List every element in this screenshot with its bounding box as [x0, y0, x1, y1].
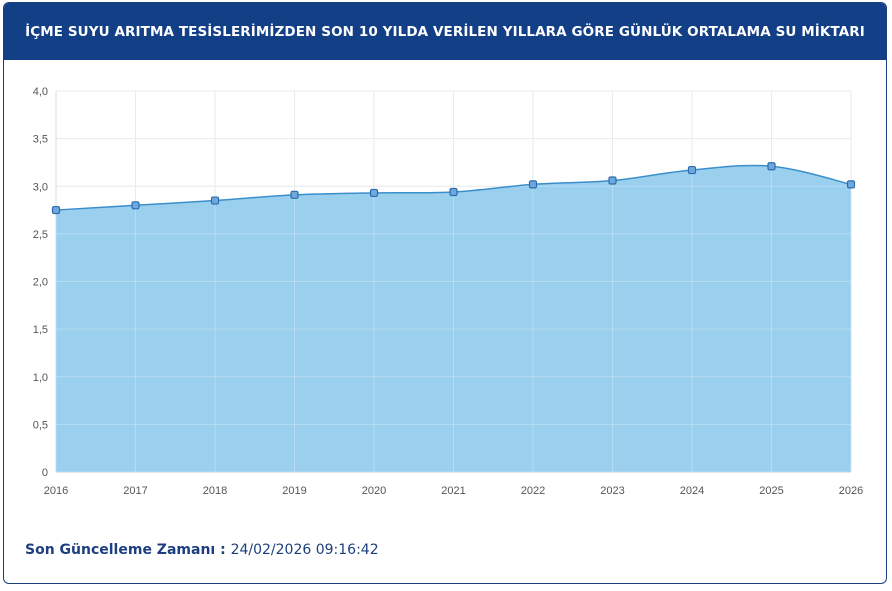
- chart-title: İÇME SUYU ARITMA TESİSLERİMİZDEN SON 10 …: [25, 23, 865, 40]
- data-point-2019: [290, 190, 299, 199]
- x-tick-label: 2019: [282, 485, 306, 497]
- x-tick-label: 2026: [839, 485, 863, 497]
- chart-card: İÇME SUYU ARITMA TESİSLERİMİZDEN SON 10 …: [3, 2, 887, 584]
- data-point-2026: [846, 180, 856, 189]
- data-point-2017: [131, 201, 140, 210]
- x-tick-label: 2025: [759, 485, 783, 497]
- x-tick-label: 2024: [680, 485, 704, 497]
- last-update: Son Güncelleme Zamanı : 24/02/2026 09:16…: [25, 542, 379, 558]
- series-area: [56, 165, 851, 472]
- chart-header: İÇME SUYU ARITMA TESİSLERİMİZDEN SON 10 …: [4, 3, 886, 60]
- chart-area: 0 0,5 1,0 1,5 2,0 2,5 3,0 3,5 4,0 2016 2017 2018 201…: [4, 3, 886, 583]
- x-tick-label: 2018: [203, 485, 227, 497]
- x-tick-label: 2021: [441, 485, 465, 497]
- y-tick-label: 2,5: [33, 229, 48, 241]
- y-tick-label: 0,5: [33, 419, 48, 431]
- data-point-2018: [210, 196, 220, 205]
- y-tick-label: 4,0: [33, 86, 48, 98]
- x-tick-label: 2023: [600, 485, 624, 497]
- y-tick-label: 1,5: [33, 324, 48, 336]
- data-point-2016: [51, 205, 61, 215]
- y-tick-label: 1,0: [33, 372, 48, 384]
- data-point-2020: [369, 188, 379, 198]
- data-point-2024: [687, 165, 697, 175]
- last-update-label: Son Güncelleme Zamanı: [25, 542, 216, 558]
- x-tick-label: 2020: [362, 485, 386, 497]
- y-tick-label: 3,0: [33, 181, 48, 193]
- data-point-2022: [528, 180, 538, 189]
- x-tick-label: 2022: [521, 485, 545, 497]
- x-tick-label: 2017: [123, 485, 147, 497]
- data-point-2023: [608, 176, 617, 185]
- last-update-value: 24/02/2026 09:16:42: [230, 542, 379, 558]
- y-tick-label: 0: [42, 467, 48, 479]
- y-tick-label: 3,5: [33, 134, 48, 146]
- last-update-separator: :: [215, 542, 231, 558]
- data-point-2025: [767, 162, 776, 171]
- y-tick-label: 2,0: [33, 277, 48, 289]
- x-tick-label: 2016: [44, 485, 68, 497]
- data-point-2021: [449, 187, 458, 197]
- area-chart: 0 0,5 1,0 1,5 2,0 2,5 3,0 3,5 4,0 2016 2017 2018 201…: [33, 86, 864, 497]
